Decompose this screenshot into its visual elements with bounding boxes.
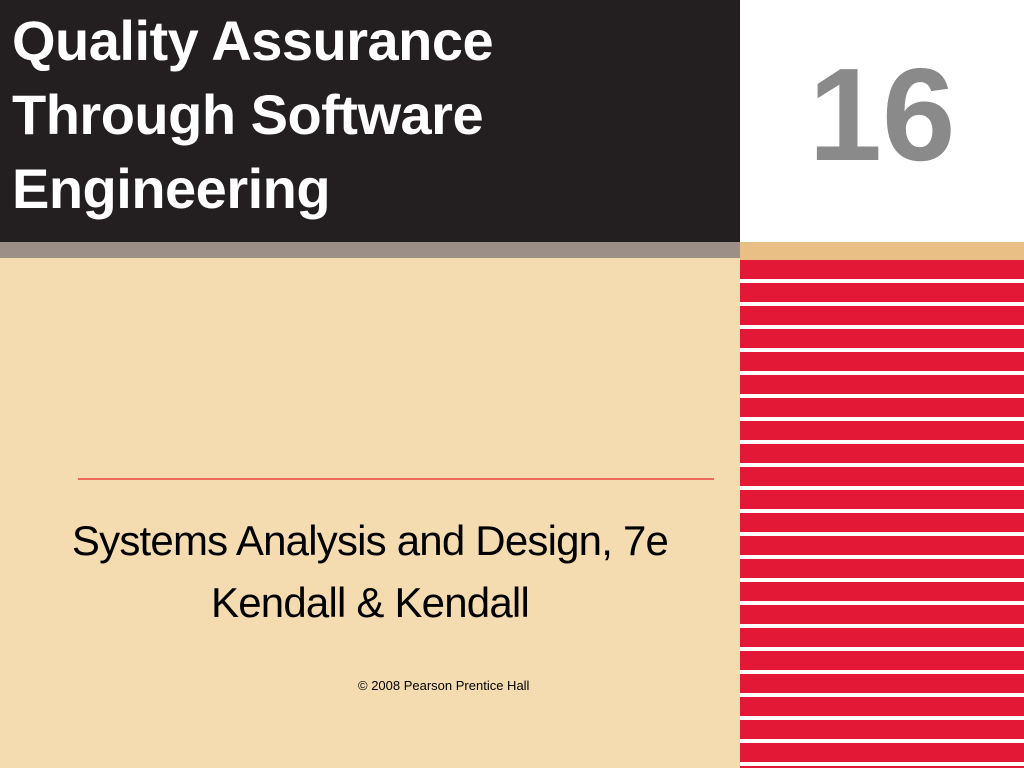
- slide-title-line-2: Through Software: [12, 83, 484, 146]
- book-subtitle: Systems Analysis and Design, 7e Kendall …: [0, 510, 740, 634]
- title-panel: Quality Assurance Through Software Engin…: [0, 0, 740, 242]
- horizontal-rule: [78, 478, 714, 480]
- slide-title-line-1: Quality Assurance: [12, 9, 494, 72]
- book-title: Systems Analysis and Design, 7e: [71, 517, 669, 564]
- copyright-notice: © 2008 Pearson Prentice Hall: [358, 678, 530, 693]
- slide-title: Quality Assurance Through Software Engin…: [12, 4, 732, 226]
- decorative-red-stripes: [740, 260, 1024, 768]
- book-authors: Kendall & Kendall: [211, 579, 530, 626]
- chapter-divider-strip: [740, 242, 1024, 260]
- chapter-number: 16: [808, 41, 956, 188]
- title-underline-band: [0, 242, 740, 258]
- chapter-panel: 16: [740, 0, 1024, 242]
- slide-title-line-3: Engineering: [12, 157, 331, 220]
